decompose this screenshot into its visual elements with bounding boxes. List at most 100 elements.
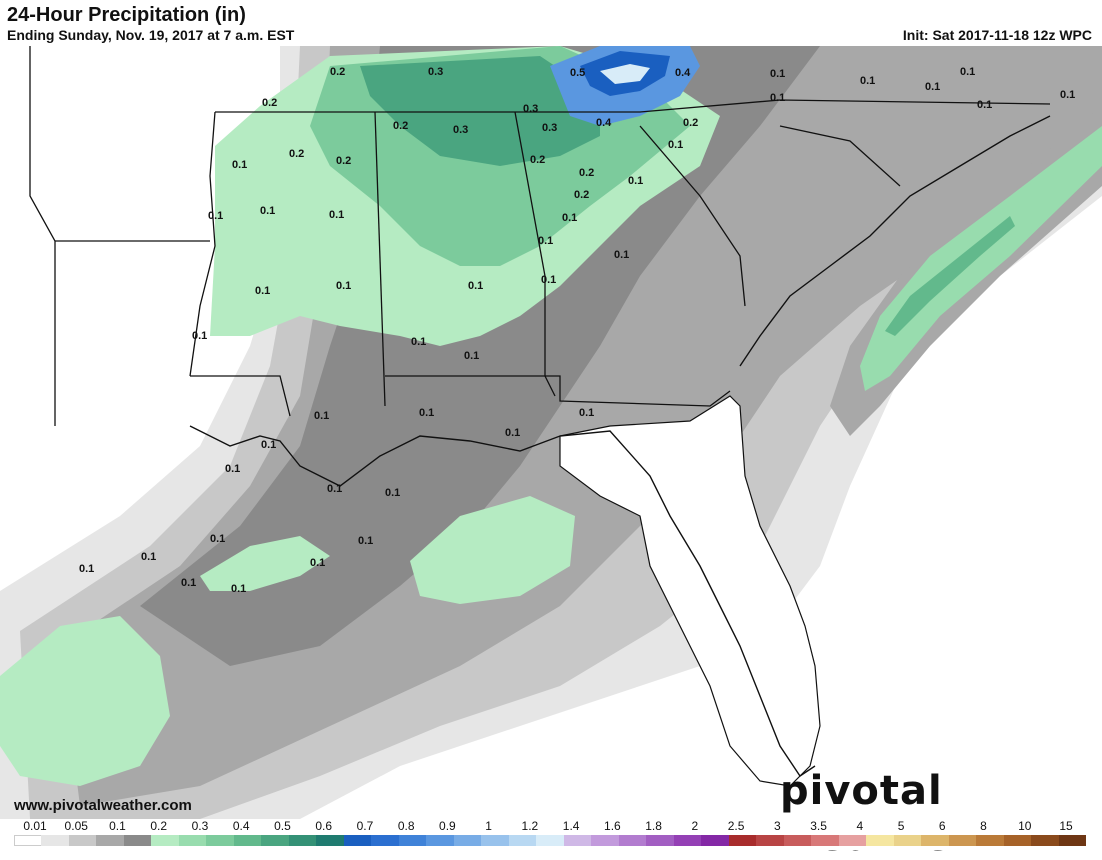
legend-swatch [316,835,345,846]
texas-la-border [29,46,56,426]
legend-swatch [288,835,317,846]
legend-swatch [508,835,537,846]
map-label: 0.2 [393,120,408,132]
legend-swatch [1031,835,1059,846]
map-label: 0.2 [289,148,304,160]
map-label: 0.1 [860,75,875,87]
map-label: 0.1 [925,81,940,93]
al-ga-border [514,111,556,397]
legend-tick-label: 2.5 [727,819,745,833]
legend-swatch [68,835,97,846]
legend-swatch [14,835,42,846]
state-boundaries [29,46,1051,426]
map-label: 0.1 [770,92,785,104]
gulf-green-blob-west [0,616,170,786]
map-label: 0.2 [579,167,594,179]
ga-sc-border [639,125,746,307]
map-label: 0.1 [255,285,270,297]
legend-tick-label: 0.7 [356,819,374,833]
map-label: 0.1 [960,66,975,78]
map-label: 0.1 [181,577,196,589]
legend-swatch [1003,835,1032,846]
map-label: 0.2 [330,66,345,78]
legend-swatch [206,835,235,846]
legend-tick-label: 1.4 [562,819,580,833]
legend-swatch [261,835,290,846]
legend-swatch [783,835,812,846]
map-label: 0.1 [668,139,683,151]
map-label: 0.1 [260,205,275,217]
legend-swatch [838,835,867,846]
legend-tick-label: 0.2 [150,819,168,833]
map-label: 0.1 [79,563,94,575]
precip-max-light-core [600,64,650,84]
gulf-green-blob-mid [200,536,330,591]
legend-swatch [893,835,922,846]
atlantic-coastline [739,115,1051,367]
legend-swatch [123,835,152,846]
map-label: 0.2 [574,189,589,201]
legend-swatch [481,835,510,846]
map-title: 24-Hour Precipitation (in) [7,4,246,26]
legend-swatch [151,835,180,846]
map-label: 0.2 [262,97,277,109]
map-label: 0.1 [310,557,325,569]
map-label: 0.1 [210,533,225,545]
legend-tick-label: 0.4 [232,819,250,833]
florida-peninsula [559,395,821,787]
ar-ms-river [189,111,216,377]
legend-swatch [921,835,950,846]
map-label: 0.1 [770,68,785,80]
legend-swatch [398,835,427,846]
legend-tick-label: 0.8 [397,819,415,833]
precip-band-darker-gray [140,46,820,666]
legend-swatch [701,835,730,846]
map-label: 0.1 [336,280,351,292]
legend-tick-label: 0.9 [439,819,456,833]
init-time: Init: Sat 2017-11-18 12z WPC [902,27,1092,43]
legend-swatch [811,835,840,846]
legend-tick-label: 1.6 [604,819,621,833]
legend-swatch [233,835,262,846]
map-label: 0.1 [385,487,400,499]
map-value-labels: 0.2 0.3 0.5 0.4 0.1 0.1 0.1 0.1 0.1 0.2 … [79,66,1075,595]
map-label: 0.1 [464,350,479,362]
atlantic-green-core [860,126,1102,391]
legend-swatch [591,835,620,846]
legend-swatch [646,835,675,846]
legend-swatch [673,835,702,846]
legend-tick-label: 0.01 [23,819,47,833]
legend-tick-label: 0.05 [64,819,88,833]
legend-tick-label: 0.6 [315,819,333,833]
map-label: 0.5 [570,67,585,79]
legend-swatch [343,835,372,846]
website-url[interactable]: www.pivotalweather.com [14,797,192,814]
legend-swatch [756,835,785,846]
map-label: 0.3 [428,66,443,78]
legend-tick-label: 3.5 [810,819,827,833]
map-label: 0.1 [141,551,156,563]
tn-al-ga-border [215,99,1051,113]
gulf-coastline [189,425,816,777]
map-label: 0.2 [683,117,698,129]
map-label: 0.1 [628,175,643,187]
map-label: 0.1 [579,407,594,419]
map-label: 0.3 [542,122,557,134]
map-header: 24-Hour Precipitation (in) Ending Sunday… [0,0,1102,46]
legend-tick-label: 1.8 [645,819,662,833]
map-label: 0.1 [358,535,373,547]
legend-swatch [178,835,207,846]
map-label: 0.2 [336,155,351,167]
legend-swatch [1058,835,1087,846]
ms-la-border [190,375,291,417]
legend-swatch [41,835,70,846]
map-label: 0.1 [505,427,520,439]
legend-tick-label: 5 [897,819,905,833]
map-label: 0.1 [329,209,344,221]
legend-tick-label: 0.1 [109,819,126,833]
legend-tick-label: 2 [691,819,699,833]
legend-swatch [948,835,977,846]
legend-swatch [426,835,455,846]
map-label: 0.1 [225,463,240,475]
legend-swatch [618,835,647,846]
